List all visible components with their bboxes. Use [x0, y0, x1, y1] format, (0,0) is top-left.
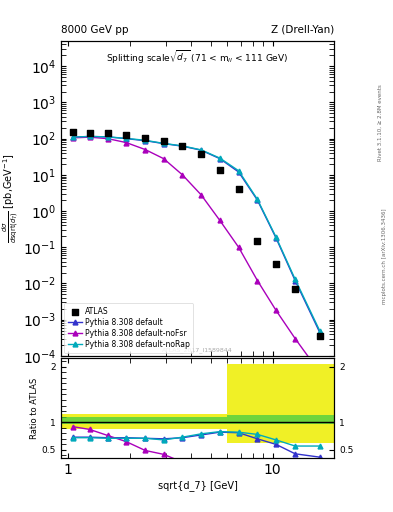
Pythia 8.308 default-noFsr — [274, 307, 278, 313]
Pythia 8.308 default-noRap — [236, 167, 241, 174]
Pythia 8.308 default — [199, 147, 204, 153]
Pythia 8.308 default-noFsr — [217, 218, 222, 224]
ATLAS — [198, 150, 204, 158]
ATLAS — [70, 127, 76, 136]
Pythia 8.308 default-noFsr — [255, 278, 260, 284]
Pythia 8.308 default — [143, 138, 148, 144]
Pythia 8.308 default — [217, 156, 222, 162]
Y-axis label: $\frac{d\sigma}{d\mathrm{sqrt}(d_7)}$ [pb,GeV$^{-1}$]: $\frac{d\sigma}{d\mathrm{sqrt}(d_7)}$ [p… — [0, 154, 20, 243]
Pythia 8.308 default — [274, 235, 278, 241]
Pythia 8.308 default — [180, 143, 185, 149]
ATLAS — [86, 129, 93, 137]
Line: Pythia 8.308 default-noFsr: Pythia 8.308 default-noFsr — [70, 135, 322, 375]
ATLAS — [292, 285, 298, 293]
Pythia 8.308 default-noRap — [255, 196, 260, 202]
Pythia 8.308 default-noRap — [124, 135, 129, 141]
Pythia 8.308 default-noFsr — [87, 134, 92, 140]
Text: Rivet 3.1.10, ≥ 2.8M events: Rivet 3.1.10, ≥ 2.8M events — [378, 84, 383, 161]
Pythia 8.308 default — [105, 134, 110, 140]
Pythia 8.308 default-noFsr — [124, 139, 129, 145]
Pythia 8.308 default-noRap — [199, 147, 204, 153]
Pythia 8.308 default — [236, 169, 241, 175]
Text: mcplots.cern.ch [arXiv:1306.3436]: mcplots.cern.ch [arXiv:1306.3436] — [382, 208, 387, 304]
Pythia 8.308 default — [293, 278, 298, 284]
Pythia 8.308 default-noRap — [143, 137, 148, 143]
Pythia 8.308 default-noRap — [293, 276, 298, 283]
ATLAS — [142, 134, 149, 142]
Pythia 8.308 default — [87, 134, 92, 140]
Line: Pythia 8.308 default-noRap: Pythia 8.308 default-noRap — [70, 134, 322, 333]
Pythia 8.308 default-noFsr — [317, 369, 322, 375]
Line: Pythia 8.308 default: Pythia 8.308 default — [70, 134, 322, 335]
Pythia 8.308 default-noRap — [105, 134, 110, 140]
Pythia 8.308 default-noFsr — [161, 156, 166, 162]
Pythia 8.308 default — [124, 136, 129, 142]
Pythia 8.308 default-noRap — [70, 134, 75, 140]
ATLAS — [316, 332, 323, 340]
Pythia 8.308 default-noRap — [317, 328, 322, 334]
Pythia 8.308 default — [70, 134, 75, 140]
Pythia 8.308 default — [317, 329, 322, 335]
Text: Splitting scale$\sqrt{d_7}$ (71 < m$_{ll}$ < 111 GeV): Splitting scale$\sqrt{d_7}$ (71 < m$_{ll… — [106, 49, 289, 66]
Pythia 8.308 default-noFsr — [199, 192, 204, 198]
ATLAS — [273, 260, 279, 268]
Text: ATLAS_2017_I1589844: ATLAS_2017_I1589844 — [162, 347, 233, 353]
ATLAS — [235, 185, 242, 194]
Pythia 8.308 default-noFsr — [143, 146, 148, 153]
Pythia 8.308 default — [161, 140, 166, 146]
ATLAS — [254, 237, 261, 245]
Pythia 8.308 default-noFsr — [293, 335, 298, 342]
Pythia 8.308 default-noRap — [274, 234, 278, 240]
Text: Z (Drell-Yan): Z (Drell-Yan) — [271, 25, 334, 35]
Pythia 8.308 default-noFsr — [180, 172, 185, 178]
Pythia 8.308 default-noFsr — [70, 135, 75, 141]
Y-axis label: Ratio to ATLAS: Ratio to ATLAS — [30, 378, 39, 439]
ATLAS — [160, 137, 167, 145]
Pythia 8.308 default-noRap — [180, 143, 185, 149]
ATLAS — [123, 131, 129, 139]
Pythia 8.308 default-noFsr — [105, 136, 110, 142]
Pythia 8.308 default — [255, 197, 260, 203]
ATLAS — [217, 165, 223, 174]
ATLAS — [105, 129, 111, 137]
X-axis label: sqrt{d_7} [GeV]: sqrt{d_7} [GeV] — [158, 480, 237, 491]
Legend: ATLAS, Pythia 8.308 default, Pythia 8.308 default-noFsr, Pythia 8.308 default-no: ATLAS, Pythia 8.308 default, Pythia 8.30… — [64, 304, 193, 353]
Pythia 8.308 default-noFsr — [236, 244, 241, 250]
ATLAS — [179, 142, 185, 150]
Text: 8000 GeV pp: 8000 GeV pp — [61, 25, 129, 35]
Pythia 8.308 default-noRap — [87, 134, 92, 140]
Pythia 8.308 default-noRap — [161, 140, 166, 146]
Pythia 8.308 default-noRap — [217, 155, 222, 161]
